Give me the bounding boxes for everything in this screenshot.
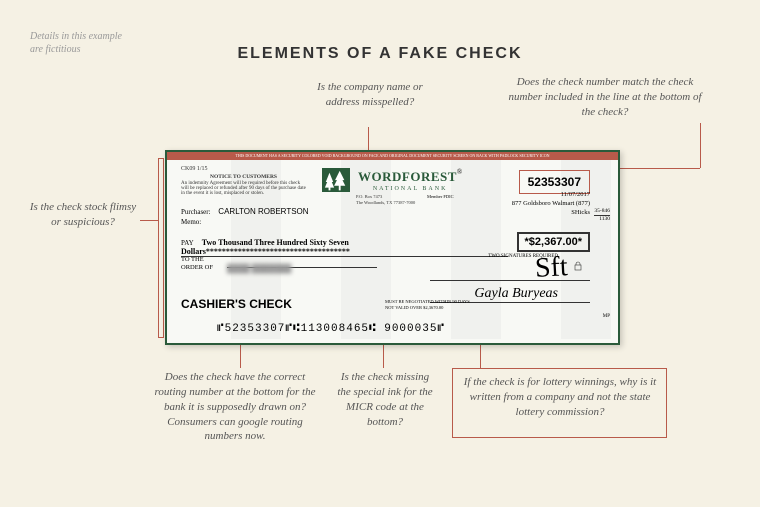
signature-2: Gayla Buryeas	[474, 286, 558, 302]
bank-name: WORDFOREST	[358, 169, 457, 184]
callout-micr-ink: Is the check missing the special ink for…	[335, 370, 435, 429]
connector	[700, 123, 701, 168]
bank-subtitle: NATIONAL BANK	[358, 186, 462, 192]
registered-icon: ®	[457, 168, 462, 176]
callout-company-misspelled: Is the company name or address misspelle…	[310, 80, 430, 110]
notice-block: CK09 1/15 NOTICE TO CUSTOMERS An indemni…	[181, 166, 306, 196]
negotiate-text: MUST BE NEGOTIATED WITHIN 90 DAYS NOT VA…	[385, 299, 470, 311]
check-meta-block: 11/07/2017 877 Goldsboro Walmart (877) S…	[512, 190, 590, 217]
order-label2: ORDER OF	[181, 264, 213, 272]
check-ref: 35-846 1130	[594, 208, 610, 222]
signature-line-1	[430, 280, 590, 281]
callout-routing-number: Does the check have the correct routing …	[150, 370, 320, 444]
purchaser-name: CARLTON ROBERTSON	[218, 207, 308, 216]
check-date: 11/07/2017	[512, 190, 590, 199]
micr-line: ⑈52353307⑈⑆113008465⑆ 9000035⑈	[217, 323, 445, 335]
order-label1: TO THE	[181, 256, 213, 264]
pay-line: PAY Two Thousand Three Hundred Sixty Sev…	[181, 238, 508, 257]
payee-redacted: ████ ███████	[227, 264, 291, 273]
highlight-check-body	[158, 158, 164, 338]
cashiers-check-label: CASHIER'S CHECK	[181, 297, 292, 311]
pay-label: PAY	[181, 239, 194, 247]
negotiate2: NOT VALID OVER $2,3670.00	[385, 305, 470, 311]
order-of-line: ████ ███████	[227, 258, 377, 268]
amount-box: *$2,367.00*	[517, 232, 591, 252]
callout-check-number-match: Does the check number match the check nu…	[505, 75, 705, 120]
bank-logo-trees-icon	[322, 168, 350, 192]
check-number: 52353307	[528, 175, 581, 189]
callout-lottery: If the check is for lottery winnings, wh…	[460, 375, 660, 420]
connector	[140, 220, 158, 221]
ck-code: CK09 1/15	[181, 166, 306, 172]
fake-check: THIS DOCUMENT HAS A SECURITY COLORED VOI…	[165, 150, 620, 345]
page-title: ELEMENTS OF A FAKE CHECK	[0, 45, 760, 63]
mp-label: MP	[603, 314, 610, 319]
bank-name-block: WORDFOREST® NATIONAL BANK	[358, 168, 462, 192]
connector	[612, 168, 700, 169]
bank-member-fdic: Member FDIC	[427, 194, 454, 199]
padlock-icon	[574, 258, 588, 268]
notice-text: An indemnity Agreement will be required …	[181, 181, 306, 196]
check-security-bar: THIS DOCUMENT HAS A SECURITY COLORED VOI…	[167, 152, 618, 160]
callout-stock-flimsy: Is the check stock flimsy or suspicious?	[28, 200, 138, 230]
purchaser-row: Purchaser: CARLTON ROBERTSON	[181, 207, 309, 216]
purchaser-label: Purchaser:	[181, 208, 211, 216]
ref1: 35-846	[594, 208, 610, 216]
ref2: 1130	[594, 216, 610, 223]
pay-amount-words: Two Thousand Three Hundred Sixty Seven D…	[181, 238, 350, 256]
memo-label: Memo:	[181, 218, 201, 226]
order-of-label: TO THE ORDER OF	[181, 256, 213, 272]
check-teller: SHicks	[512, 208, 590, 217]
bank-block: WORDFOREST® NATIONAL BANK	[322, 168, 462, 192]
bank-address: P.O. Box 7473 The Woodlands, TX 77387-70…	[356, 194, 415, 206]
notice-title: NOTICE TO CUSTOMERS	[181, 174, 306, 180]
check-branch: 877 Goldsboro Walmart (877)	[512, 199, 590, 208]
bank-addr2: The Woodlands, TX 77387-7000	[356, 200, 415, 206]
